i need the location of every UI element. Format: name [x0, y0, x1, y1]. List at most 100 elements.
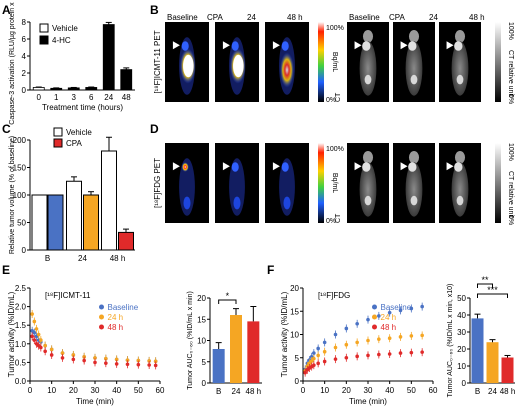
y-tick-label: 100 — [13, 191, 27, 200]
y-tick-label: 10 — [290, 331, 299, 340]
y-tick-label: 0 — [295, 377, 300, 386]
arrowhead-marker — [172, 162, 180, 171]
x-tick-label: B — [475, 387, 480, 396]
point-24h — [333, 345, 338, 350]
y-axis-label: Caspase-3 activation (RLU/µg protein x 1… — [9, 0, 16, 125]
y-tick-label: 10 — [197, 337, 206, 346]
y-tick-label: 15 — [290, 307, 299, 316]
pet-scale-unit: Bq/mL — [331, 52, 338, 72]
point-48h — [333, 357, 338, 361]
bar-vehicle-48 h — [101, 150, 117, 251]
panel-letter-a: A — [2, 3, 11, 17]
ct-scale-unit: CT relative unit — [507, 50, 514, 97]
significance-label: *** — [487, 285, 498, 295]
point-baseline — [333, 332, 338, 337]
ct-head — [408, 30, 420, 43]
scan-column-label: 24 — [429, 13, 438, 22]
ct-scale-top: 100% — [507, 22, 514, 40]
x-tick-label: 50 — [407, 386, 416, 395]
ct-body — [359, 41, 377, 96]
pet-side-label: [¹⁸F]FDG PET — [153, 158, 162, 208]
bar-vehicle-B — [31, 194, 48, 251]
pet-color-scale — [318, 22, 324, 102]
arrowhead-marker — [400, 41, 408, 50]
legend-label: Vehicle — [66, 128, 92, 137]
pet-body — [279, 158, 295, 216]
ct-pelvis — [410, 195, 418, 206]
point-48h — [49, 353, 54, 357]
chart-title: [¹⁸F]ICMT-11 — [45, 291, 91, 300]
ct-pelvis — [364, 195, 372, 206]
panel-b-scans: Baseline Baseline CPA CPA 24 24 48 h 48 h 100% 0%… — [153, 13, 514, 104]
point-24h — [104, 356, 108, 361]
ct-gray-scale — [495, 143, 501, 223]
x-tick-label: 1 — [54, 93, 59, 102]
x-tick-label: 48 — [122, 93, 131, 102]
bar-4-hc-6 — [85, 87, 98, 91]
point-48h — [153, 363, 158, 368]
point-24h — [32, 319, 37, 324]
point-24h — [114, 357, 119, 362]
x-tick-label: 24 — [104, 93, 113, 102]
legend-label: Baseline — [108, 303, 139, 312]
significance-label: ** — [481, 275, 489, 285]
ct-body — [405, 41, 423, 96]
point-baseline — [366, 317, 370, 322]
legend-marker — [99, 324, 104, 330]
x-tick-label: 50 — [134, 386, 143, 395]
point-24h — [322, 349, 327, 354]
point-48h — [377, 352, 381, 357]
x-tick-label: 20 — [69, 386, 78, 395]
point-48h — [32, 338, 37, 342]
bar-48 h — [501, 357, 514, 383]
point-24h — [366, 338, 370, 343]
pet-uptake — [233, 196, 241, 210]
point-24h — [355, 340, 359, 345]
x-tick-label: 0 — [37, 93, 42, 102]
y-tick-label: 200 — [13, 136, 27, 145]
ct-head — [362, 30, 374, 43]
y-tick-label: 0 — [22, 246, 27, 255]
x-tick-label: 30 — [364, 386, 373, 395]
ct-scale-unit: CT relative unit — [507, 171, 514, 218]
pet-uptake — [279, 52, 295, 88]
significance-bracket — [477, 283, 493, 288]
point-24h — [43, 343, 47, 348]
scan-column-label: 24 — [247, 13, 256, 22]
point-48h — [30, 334, 34, 339]
y-tick-label: 1.5 — [15, 321, 27, 330]
point-48h — [82, 358, 86, 363]
ct-pelvis — [410, 74, 418, 85]
bar-vehicle-0 — [32, 87, 45, 91]
significance-label: * — [226, 291, 230, 301]
point-24h — [30, 312, 34, 316]
ct-scale-bottom: 0% — [507, 215, 514, 225]
point-48h — [420, 350, 424, 354]
panel-letter-f: F — [267, 263, 274, 277]
x-tick-label: 0 — [28, 386, 33, 395]
y-tick-label: 50 — [457, 294, 466, 303]
legend-label: CPA — [66, 139, 83, 148]
point-24h — [93, 356, 97, 360]
x-tick-label: 60 — [429, 386, 438, 395]
y-tick-label: 15 — [197, 315, 206, 324]
point-24h — [398, 335, 403, 339]
point-24h — [49, 347, 54, 352]
ct-scale-bottom: 0% — [507, 94, 514, 104]
x-tick-label: 40 — [385, 386, 394, 395]
point-48h — [60, 356, 65, 360]
y-tick-label: 0 — [202, 379, 207, 388]
ct-body — [451, 41, 469, 96]
pet-saturation — [233, 54, 244, 78]
ct-head — [454, 151, 466, 164]
point-24h — [409, 334, 414, 338]
arrowhead-marker — [354, 41, 362, 50]
point-48h — [366, 353, 370, 358]
pet-tumor — [231, 41, 239, 51]
point-24h — [387, 336, 392, 341]
ct-tumor — [408, 162, 417, 172]
point-48h — [355, 354, 359, 359]
